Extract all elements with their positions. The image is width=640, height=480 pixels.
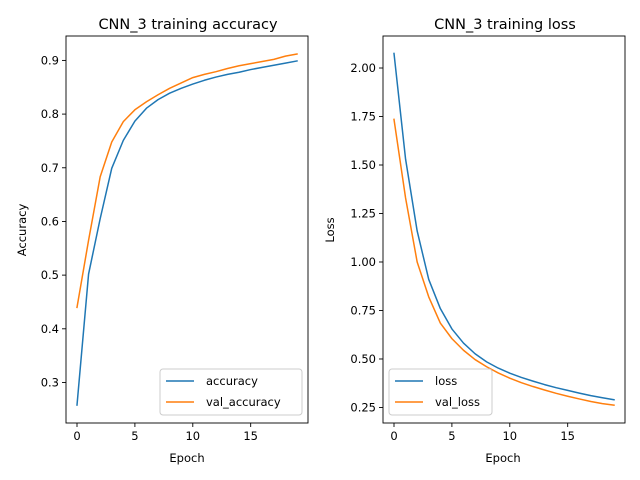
loss-x-tick-label: 10 [502,429,517,443]
loss-x-tick-label: 15 [560,429,575,443]
accuracy-y-axis-label: Accuracy [15,204,29,257]
loss-x-tick-label: 5 [448,429,455,443]
legend-label-val-loss: val_loss [435,395,480,409]
loss-x-tick-label: 0 [390,429,397,443]
accuracy-y-tick-label: 0.4 [41,322,59,336]
loss-y-tick-label: 1.50 [350,158,376,172]
series-line-accuracy [76,60,298,406]
accuracy-y-tick-label: 0.9 [41,53,59,67]
accuracy-y-tick-label: 0.5 [41,268,59,282]
series-line-val-loss [393,118,615,406]
accuracy-y-tick-label: 0.3 [41,375,59,389]
accuracy-x-tick-label: 5 [131,429,138,443]
loss-y-tick-label: 1.00 [350,255,376,269]
loss-y-tick-label: 1.25 [350,206,376,220]
loss-legend: loss val_loss [388,368,493,416]
loss-y-tick-label: 0.25 [350,400,376,414]
series-line-val-accuracy [76,53,298,309]
loss-y-tick-label: 0.75 [350,303,376,317]
loss-chart: CNN_3 training loss Epoch Loss loss val_… [323,17,626,465]
accuracy-chart: CNN_3 training accuracy Epoch Accuracy a… [15,17,309,465]
legend-label-accuracy: accuracy [206,374,258,388]
loss-y-axis-label: Loss [323,217,337,242]
loss-chart-title: CNN_3 training loss [434,17,576,33]
accuracy-x-tick-label: 10 [185,429,200,443]
loss-y-tick-label: 2.00 [350,61,376,75]
accuracy-plot-area [76,53,298,406]
accuracy-y-tick-label: 0.8 [41,107,59,121]
loss-y-tick-label: 0.50 [350,352,376,366]
loss-x-axis-label: Epoch [485,451,520,465]
loss-y-tick-label: 1.75 [350,110,376,124]
accuracy-legend: accuracy val_accuracy [159,368,303,416]
accuracy-x-axis-label: Epoch [169,451,204,465]
legend-label-loss: loss [435,374,457,388]
accuracy-x-tick-label: 15 [243,429,258,443]
accuracy-x-tick-label: 0 [73,429,80,443]
series-line-loss [393,52,615,401]
accuracy-chart-title: CNN_3 training accuracy [98,17,278,33]
accuracy-legend-box [159,368,303,416]
accuracy-y-tick-label: 0.6 [41,214,59,228]
legend-label-val-accuracy: val_accuracy [206,395,281,409]
loss-axes-frame [382,35,626,424]
accuracy-y-tick-label: 0.7 [41,161,59,175]
loss-plot-area [393,52,615,406]
accuracy-axes-frame [65,35,309,424]
